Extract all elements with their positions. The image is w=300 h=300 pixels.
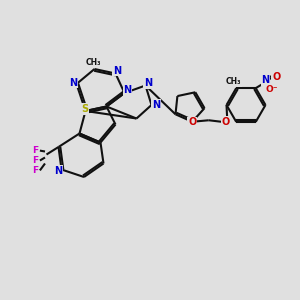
Text: S: S: [81, 104, 88, 114]
Text: N: N: [113, 65, 121, 76]
Text: N: N: [54, 166, 63, 176]
Text: N: N: [152, 100, 160, 110]
Text: N: N: [261, 75, 269, 85]
Text: N: N: [69, 77, 77, 88]
Text: N: N: [123, 85, 132, 95]
Text: F: F: [32, 146, 38, 155]
Text: CH₃: CH₃: [85, 58, 101, 67]
Text: F: F: [32, 156, 38, 165]
Text: O: O: [188, 117, 196, 128]
Text: N: N: [144, 78, 152, 88]
Text: O: O: [272, 72, 280, 82]
Text: CH₃: CH₃: [226, 77, 241, 86]
Text: O: O: [222, 117, 230, 127]
Text: O⁻: O⁻: [266, 85, 278, 94]
Text: F: F: [32, 166, 38, 175]
